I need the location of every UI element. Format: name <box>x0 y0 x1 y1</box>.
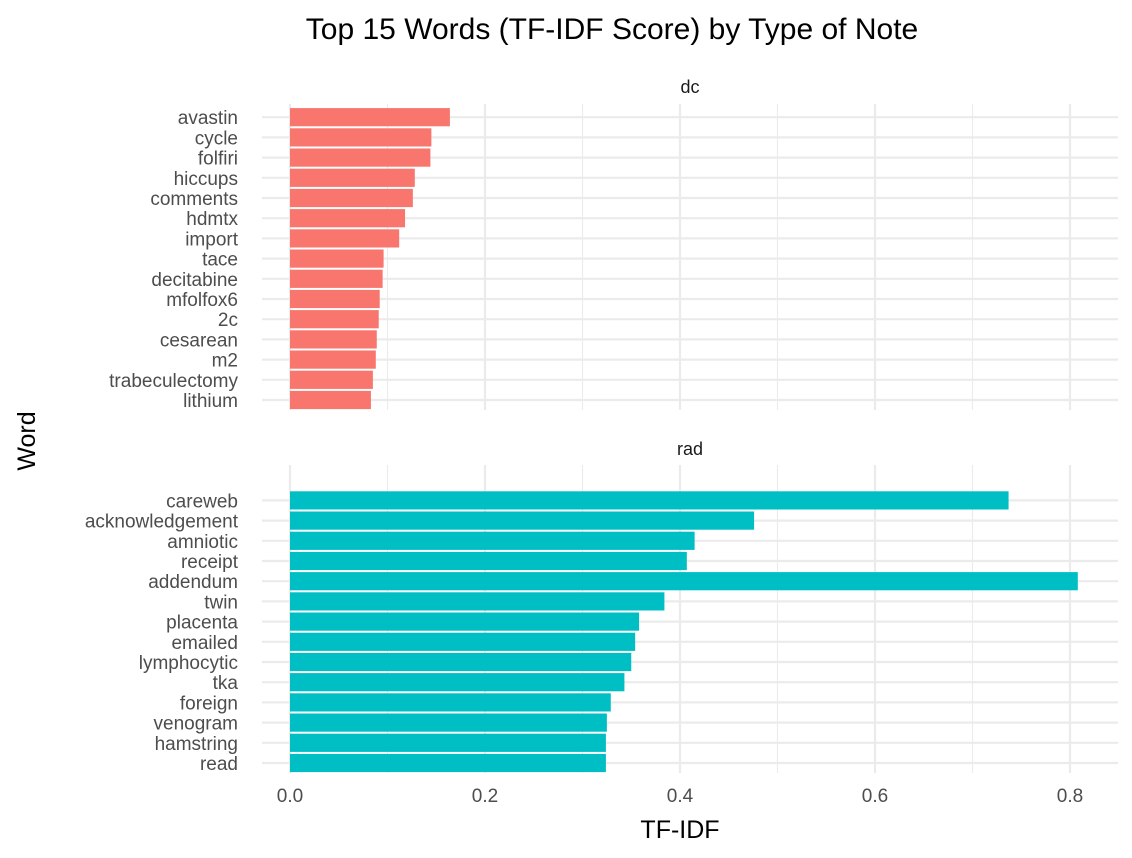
y-tick-label: hiccups <box>174 169 238 190</box>
bar-trabeculectomy <box>290 370 373 389</box>
x-tick-label: 0.8 <box>1057 786 1083 807</box>
bar-2c <box>290 310 379 329</box>
y-axis-title: Word <box>13 411 41 470</box>
bar-lymphocytic <box>290 652 632 672</box>
bar-cesarean <box>290 330 377 349</box>
y-tick-label: foreign <box>180 693 238 714</box>
bar-receipt <box>290 551 687 571</box>
bar-foreign <box>290 693 611 712</box>
x-axis: 0.0 0.2 0.4 0.6 0.8 <box>277 786 1083 807</box>
y-tick-label: lithium <box>183 391 238 412</box>
y-tick-label: read <box>200 754 238 775</box>
bar-twin <box>290 592 665 611</box>
bar-tka <box>290 673 625 692</box>
bar-hdmtx <box>290 209 406 228</box>
bar-addendum <box>290 572 1078 591</box>
x-tick-label: 0.2 <box>472 786 498 807</box>
bar-lithium <box>290 390 371 410</box>
y-tick-label: 2c <box>218 310 238 331</box>
facet-panel-rad: rad carewebacknowledgementamnioticreceipt… <box>85 439 1118 775</box>
x-axis-title: TF-IDF <box>640 816 719 844</box>
bar-m2 <box>290 350 376 369</box>
y-tick-label: placenta <box>166 613 238 634</box>
facet-label: dc <box>680 77 699 97</box>
y-tick-label: avastin <box>178 108 238 129</box>
y-tick-label: hamstring <box>155 734 238 755</box>
y-tick-label: hdmtx <box>186 209 238 230</box>
bar-careweb <box>290 491 1009 510</box>
bar-folfiri <box>290 148 431 167</box>
bar-avastin <box>290 108 450 127</box>
x-tick-label: 0.4 <box>667 786 694 807</box>
bar-amniotic <box>290 531 695 550</box>
bar-venogram <box>290 713 607 732</box>
y-tick-label: receipt <box>181 552 239 573</box>
bar-import <box>290 229 400 248</box>
bar-hamstring <box>290 733 606 752</box>
y-tick-label: folfiri <box>198 149 238 170</box>
bar-placenta <box>290 612 640 631</box>
y-tick-label: amniotic <box>167 532 238 553</box>
facet-label: rad <box>677 439 703 459</box>
chart-title: Top 15 Words (TF-IDF Score) by Type of N… <box>306 13 918 46</box>
y-tick-label: tace <box>202 250 238 271</box>
y-tick-label: decitabine <box>151 270 238 291</box>
x-tick-label: 0.0 <box>277 786 303 807</box>
x-tick-label: 0.6 <box>862 786 888 807</box>
y-tick-label: emailed <box>171 633 238 654</box>
bar-acknowledgement <box>290 511 755 530</box>
bar-emailed <box>290 632 636 651</box>
bar-decitabine <box>290 269 383 288</box>
bar-tace <box>290 249 384 268</box>
facet-panels: dc avastincyclefolfirihiccupscommentshdmt… <box>85 77 1118 775</box>
bar-comments <box>290 188 413 208</box>
y-tick-label: venogram <box>154 714 239 735</box>
y-tick-label: cycle <box>195 128 238 149</box>
y-tick-label: cesarean <box>160 330 238 351</box>
y-tick-label: m2 <box>212 351 238 372</box>
y-tick-label: careweb <box>166 491 238 512</box>
y-tick-label: mfolfox6 <box>166 290 238 311</box>
y-tick-label: twin <box>204 592 238 613</box>
y-tick-label: tka <box>213 673 239 694</box>
bar-mfolfox6 <box>290 289 380 309</box>
y-tick-label: trabeculectomy <box>109 371 238 392</box>
bar-hiccups <box>290 168 415 187</box>
y-tick-label: import <box>185 229 239 250</box>
bar-cycle <box>290 128 432 147</box>
y-tick-label: addendum <box>148 572 238 593</box>
y-tick-label: comments <box>150 189 238 210</box>
y-tick-label: lymphocytic <box>139 653 238 674</box>
facet-panel-dc: dc avastincyclefolfirihiccupscommentshdmt… <box>109 77 1118 412</box>
bar-read <box>290 753 606 773</box>
y-tick-label: acknowledgement <box>85 512 239 533</box>
